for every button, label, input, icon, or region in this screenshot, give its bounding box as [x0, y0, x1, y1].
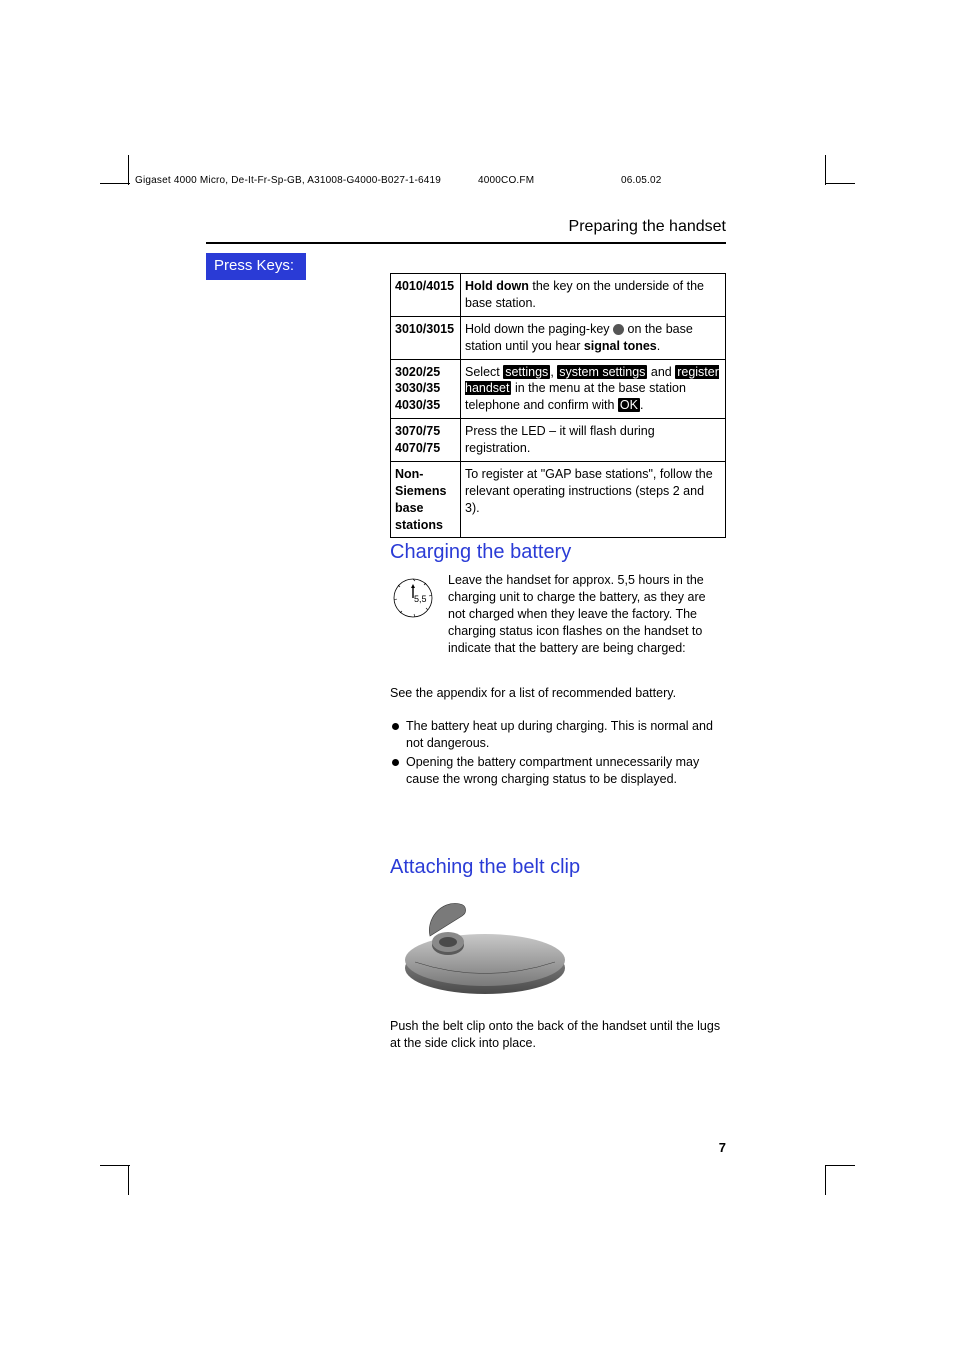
charging-body: Leave the handset for approx. 5,5 hours …: [448, 572, 726, 656]
heading-belt-clip: Attaching the belt clip: [390, 856, 580, 879]
clock-charge-icon: 5,5: [392, 577, 434, 619]
menu-token: system settings: [557, 365, 647, 379]
heading-charging: Charging the battery: [390, 541, 571, 564]
list-item: Opening the battery compartment unnecess…: [390, 754, 726, 788]
crop-mark: [825, 1165, 855, 1166]
sidebar-press-keys: Press Keys:: [206, 253, 306, 280]
instructions-table: 4010/4015 Hold down the key on the under…: [390, 273, 726, 538]
belt-clip-body: Push the belt clip onto the back of the …: [390, 1018, 726, 1052]
instruction-cell: Press the LED – it will flash during reg…: [461, 419, 726, 462]
title-rule: [206, 242, 726, 244]
instruction-cell: Hold down the paging-key on the base sta…: [461, 316, 726, 359]
paging-key-icon: [613, 324, 624, 335]
section-title: Preparing the handset: [569, 218, 726, 236]
crop-mark: [825, 155, 826, 185]
crop-mark: [100, 1165, 130, 1166]
crop-mark: [100, 183, 130, 184]
model-cell: 3010/3015: [391, 316, 461, 359]
menu-token: settings: [503, 365, 550, 379]
table-row: 3020/25 3030/35 4030/35 Select settings,…: [391, 359, 726, 419]
text: .: [640, 398, 643, 412]
text: Select: [465, 365, 503, 379]
list-item: The battery heat up during charging. Thi…: [390, 718, 726, 752]
bold-text: Hold down: [465, 279, 529, 293]
text: .: [657, 339, 660, 353]
menu-token: OK: [618, 398, 640, 412]
text: and: [647, 365, 675, 379]
header-doc-ref: Gigaset 4000 Micro, De-It-Fr-Sp-GB, A310…: [135, 175, 475, 186]
page: Gigaset 4000 Micro, De-It-Fr-Sp-GB, A310…: [0, 0, 954, 1351]
charging-appendix: See the appendix for a list of recommend…: [390, 686, 726, 700]
crop-mark: [825, 1165, 826, 1195]
crop-mark: [128, 1165, 129, 1195]
table-row: 4010/4015 Hold down the key on the under…: [391, 274, 726, 317]
belt-clip-illustration: [390, 890, 570, 1000]
model-cell: 4010/4015: [391, 274, 461, 317]
charging-bullets: The battery heat up during charging. Thi…: [390, 718, 726, 790]
crop-mark: [825, 183, 855, 184]
bold-text: signal tones: [584, 339, 657, 353]
running-header: Gigaset 4000 Micro, De-It-Fr-Sp-GB, A310…: [135, 175, 662, 186]
header-file: 4000CO.FM: [478, 175, 618, 186]
table-row: 3070/75 4070/75 Press the LED – it will …: [391, 419, 726, 462]
model-cell: Non-Siemens base stations: [391, 461, 461, 538]
header-date: 06.05.02: [621, 175, 662, 186]
instruction-cell: Select settings, system settings and reg…: [461, 359, 726, 419]
text: Hold down the paging-key: [465, 322, 613, 336]
table-row: 3010/3015 Hold down the paging-key on th…: [391, 316, 726, 359]
instruction-cell: Hold down the key on the underside of th…: [461, 274, 726, 317]
model-cell: 3020/25 3030/35 4030/35: [391, 359, 461, 419]
table-row: Non-Siemens base stations To register at…: [391, 461, 726, 538]
clock-value: 5,5: [414, 594, 427, 604]
model-cell: 3070/75 4070/75: [391, 419, 461, 462]
page-number: 7: [719, 1140, 726, 1155]
instruction-cell: To register at "GAP base stations", foll…: [461, 461, 726, 538]
crop-mark: [128, 155, 129, 185]
